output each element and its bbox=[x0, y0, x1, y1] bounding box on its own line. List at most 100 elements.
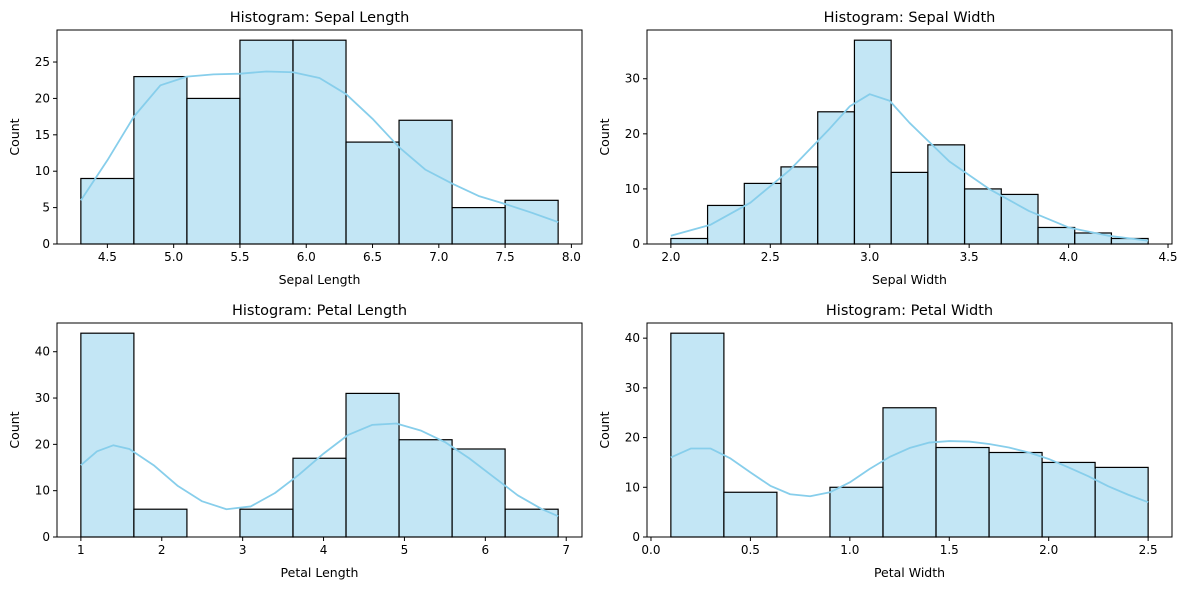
x-tick-label: 3.5 bbox=[960, 250, 979, 264]
y-tick-label: 0 bbox=[42, 530, 50, 544]
axes-frame bbox=[646, 322, 1173, 538]
histogram-bar bbox=[1094, 466, 1149, 538]
y-tick-label: 25 bbox=[35, 55, 50, 69]
histogram-bar bbox=[780, 166, 819, 245]
y-tick-label: 15 bbox=[35, 128, 50, 142]
histogram-bar bbox=[398, 439, 453, 538]
histogram-bar bbox=[451, 207, 506, 245]
x-tick-label: 7.5 bbox=[496, 250, 515, 264]
histogram-bar bbox=[133, 508, 188, 538]
y-tick-label: 30 bbox=[625, 381, 640, 395]
axes-frame bbox=[56, 322, 583, 538]
axes-frame bbox=[646, 29, 1173, 245]
y-tick-label: 5 bbox=[42, 201, 50, 215]
x-tick-label: 0.0 bbox=[641, 543, 660, 557]
histogram-bar bbox=[927, 144, 966, 245]
x-tick-label: 4.5 bbox=[98, 250, 117, 264]
y-tick-label: 10 bbox=[35, 484, 50, 498]
chart-title: Histogram: Petal Length bbox=[232, 303, 407, 319]
histogram-bar bbox=[133, 75, 188, 245]
histogram-bar bbox=[1037, 226, 1076, 245]
kde-line bbox=[80, 422, 559, 517]
y-tick-label: 30 bbox=[625, 72, 640, 86]
x-tick-label: 4.5 bbox=[1158, 250, 1177, 264]
y-tick-label: 0 bbox=[42, 237, 50, 251]
y-axis-label: Count bbox=[597, 411, 612, 448]
histogram-bar bbox=[186, 97, 241, 245]
kde-line bbox=[670, 440, 1149, 504]
y-tick-label: 0 bbox=[632, 530, 640, 544]
histogram-panel-1: 4.5 5.0 5.5 6.0 6.5 7.0 7.5 8.0 0 5 10 15 20 25 Histog… bbox=[7, 10, 583, 287]
histogram-bar bbox=[451, 448, 506, 538]
histogram-panel-2: 2.0 2.5 3.0 3.5 4.0 4.5 0 10 20 30 Histogram: Sepa… bbox=[597, 10, 1178, 287]
y-tick-label: 10 bbox=[625, 182, 640, 196]
histogram-bar bbox=[1041, 461, 1096, 538]
x-tick-label: 2.5 bbox=[1139, 543, 1158, 557]
histogram-bar bbox=[670, 237, 709, 245]
x-axis-label: Petal Length bbox=[281, 565, 359, 580]
y-tick-label: 10 bbox=[625, 480, 640, 494]
histogram-bar bbox=[1000, 193, 1039, 245]
x-tick-label: 1 bbox=[77, 543, 85, 557]
x-tick-label: 8.0 bbox=[562, 250, 581, 264]
histogram-bar bbox=[239, 39, 294, 245]
x-tick-label: 2.0 bbox=[661, 250, 680, 264]
x-tick-label: 2.0 bbox=[1039, 543, 1058, 557]
chart-title: Histogram: Sepal Width bbox=[824, 10, 996, 26]
x-tick-label: 5.5 bbox=[230, 250, 249, 264]
histogram-bar bbox=[963, 188, 1002, 245]
y-tick-label: 20 bbox=[625, 127, 640, 141]
chart-title: Histogram: Sepal Length bbox=[230, 10, 410, 26]
x-tick-label: 2 bbox=[158, 543, 166, 557]
y-tick-label: 0 bbox=[632, 237, 640, 251]
y-tick-label: 20 bbox=[35, 91, 50, 105]
chart-title: Histogram: Petal Width bbox=[826, 303, 993, 319]
x-tick-label: 2.5 bbox=[761, 250, 780, 264]
x-axis-label: Petal Width bbox=[874, 565, 945, 580]
x-tick-label: 3.0 bbox=[860, 250, 879, 264]
kde-line bbox=[80, 70, 559, 224]
histogram-bar bbox=[935, 446, 990, 538]
histogram-bar bbox=[890, 171, 929, 245]
x-axis-label: Sepal Width bbox=[872, 272, 947, 287]
x-tick-label: 0.5 bbox=[741, 543, 760, 557]
histogram-bar bbox=[292, 39, 347, 245]
histogram-bar bbox=[292, 457, 347, 538]
y-tick-label: 40 bbox=[625, 331, 640, 345]
histogram-bar bbox=[345, 392, 400, 538]
x-axis-label: Sepal Length bbox=[279, 272, 361, 287]
x-tick-label: 6.5 bbox=[363, 250, 382, 264]
x-tick-label: 1.5 bbox=[940, 543, 959, 557]
x-tick-label: 3 bbox=[239, 543, 247, 557]
y-axis-label: Count bbox=[7, 118, 22, 155]
x-tick-label: 4 bbox=[320, 543, 328, 557]
histogram-bar bbox=[817, 111, 856, 245]
x-tick-label: 7.0 bbox=[429, 250, 448, 264]
histogram-bar bbox=[398, 119, 453, 245]
y-tick-label: 40 bbox=[35, 345, 50, 359]
y-tick-label: 10 bbox=[35, 164, 50, 178]
histogram-bar bbox=[239, 508, 294, 538]
y-tick-label: 30 bbox=[35, 391, 50, 405]
x-tick-label: 1.0 bbox=[840, 543, 859, 557]
histogram-bar bbox=[670, 332, 725, 538]
y-axis-label: Count bbox=[597, 118, 612, 155]
axes-frame bbox=[56, 29, 583, 245]
histogram-bar bbox=[706, 204, 745, 245]
y-tick-label: 20 bbox=[35, 437, 50, 451]
x-tick-label: 7 bbox=[562, 543, 570, 557]
histogram-bar bbox=[829, 486, 884, 538]
y-tick-label: 20 bbox=[625, 431, 640, 445]
histogram-panel-4: 0.0 0.5 1.0 1.5 2.0 2.5 0 10 20 30 40 Histogram: Pe… bbox=[597, 303, 1173, 580]
x-tick-label: 5 bbox=[401, 543, 409, 557]
histogram-bar bbox=[988, 451, 1043, 538]
x-tick-label: 4.0 bbox=[1059, 250, 1078, 264]
histogram-bar bbox=[723, 491, 778, 538]
histogram-bar bbox=[345, 141, 400, 245]
x-tick-label: 6.0 bbox=[297, 250, 316, 264]
x-tick-label: 5.0 bbox=[164, 250, 183, 264]
histogram-bar bbox=[882, 407, 937, 538]
histogram-panel-3: 1 2 3 4 5 6 7 0 10 20 30 40 Histogram: Petal Length P… bbox=[7, 303, 583, 580]
histogram-bar bbox=[853, 39, 892, 245]
